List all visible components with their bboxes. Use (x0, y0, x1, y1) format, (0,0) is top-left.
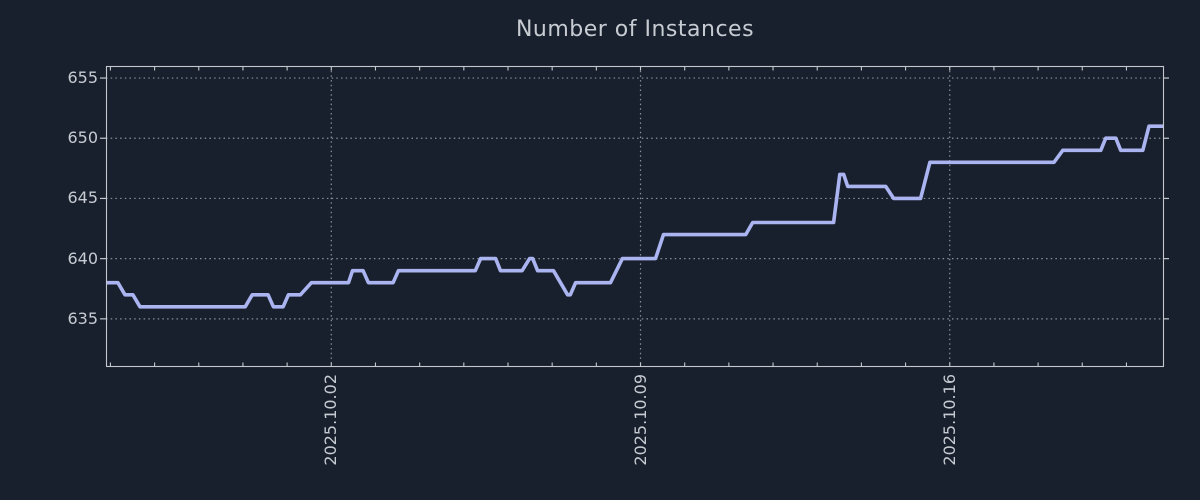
y-tick-label: 640 (67, 248, 98, 268)
plot-canvas (100, 65, 1169, 368)
x-tick-label: 2025.10.02 (321, 374, 341, 466)
x-tick-label: 2025.10.09 (630, 374, 650, 466)
y-tick-label: 635 (67, 308, 98, 328)
y-tick-label: 645 (67, 188, 98, 208)
y-tick-label: 655 (67, 68, 98, 88)
chart-title: Number of Instances (515, 17, 755, 42)
plot-area (100, 65, 1169, 368)
x-tick-label: 2025.10.16 (939, 374, 959, 466)
y-tick-label: 650 (67, 128, 98, 148)
plot-border (105, 65, 1165, 368)
series-line (106, 124, 1164, 309)
